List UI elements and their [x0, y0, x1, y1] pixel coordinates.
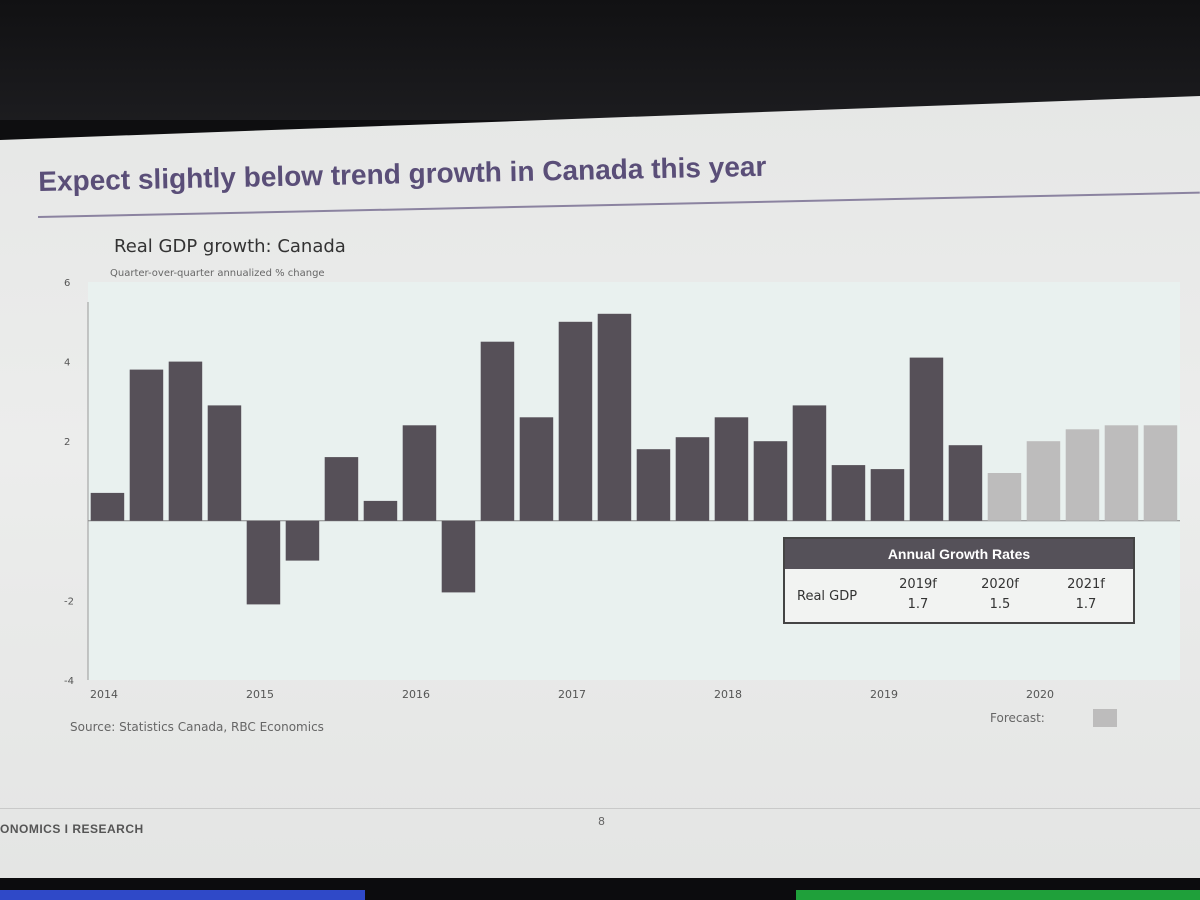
forecast-legend: Forecast: — [990, 709, 1117, 727]
chart-title: Real GDP growth: Canada — [114, 236, 346, 257]
footer-divider — [0, 808, 1200, 809]
bar-2015Q4 — [363, 500, 398, 521]
bar-2014Q1 — [90, 492, 125, 521]
bar-2018Q4 — [831, 465, 866, 521]
bar-2016Q4 — [519, 417, 554, 521]
annual-growth-table: Annual Growth Rates Real GDP 2019f 1.7 2… — [783, 537, 1135, 624]
bar-2018Q1 — [714, 417, 749, 521]
bar-2015Q3 — [324, 457, 359, 521]
annual-growth-table-title: Annual Growth Rates — [785, 539, 1133, 569]
table-column-2021: 2021f 1.7 — [1051, 575, 1121, 615]
forecast-legend-label: Forecast: — [990, 711, 1045, 725]
bar-2014Q4 — [207, 405, 242, 521]
page-number: 8 — [598, 815, 605, 828]
y-tick-label: -2 — [64, 596, 74, 607]
footer-brand: ONOMICS I RESEARCH — [0, 822, 144, 836]
bar-2016Q2 — [441, 520, 476, 593]
source-note: Source: Statistics Canada, RBC Economics — [70, 720, 324, 734]
bar-2019Q2 — [909, 357, 944, 521]
y-tick-label: -4 — [64, 676, 74, 687]
bars — [90, 313, 1178, 605]
growth-value: 1.7 — [907, 597, 929, 612]
bar-2020Q2 — [1065, 429, 1100, 521]
bar-2019Q4 — [987, 473, 1022, 521]
bar-2015Q2 — [285, 520, 320, 561]
bar-2020Q3 — [1104, 425, 1139, 521]
bar-2019Q3 — [948, 445, 983, 521]
table-column-2019: 2019f 1.7 — [883, 575, 953, 615]
chart-subtitle: Quarter-over-quarter annualized % change — [110, 268, 325, 279]
x-tick-label-2014: 2014 — [90, 688, 118, 701]
bar-2018Q3 — [792, 405, 827, 521]
bar-2016Q3 — [480, 341, 515, 521]
y-tick-labels: 6 4 2 -2 -4 — [64, 278, 74, 687]
bar-2017Q3 — [636, 449, 671, 521]
bar-2020Q4 — [1143, 425, 1178, 521]
x-tick-label-2019: 2019 — [870, 688, 898, 701]
bar-2014Q2 — [129, 369, 164, 521]
y-tick-label: 6 — [64, 278, 70, 289]
year-label: 2021f — [1067, 577, 1105, 592]
bar-2014Q3 — [168, 361, 203, 521]
forecast-legend-swatch — [1092, 709, 1117, 727]
growth-value: 1.5 — [989, 597, 1011, 612]
growth-value: 1.7 — [1075, 597, 1097, 612]
y-tick-label: 4 — [64, 358, 70, 369]
x-tick-label-2016: 2016 — [402, 688, 430, 701]
x-tick-label-2020: 2020 — [1026, 688, 1054, 701]
bar-2017Q4 — [675, 437, 710, 521]
x-tick-labels: 2014 2015 2016 2017 2018 2019 2020 — [90, 688, 1054, 701]
bar-2016Q1 — [402, 425, 437, 521]
bar-2018Q2 — [753, 441, 788, 521]
y-tick-label: 2 — [64, 437, 70, 448]
table-row: Real GDP 2019f 1.7 2020f 1.5 2021f 1.7 — [785, 569, 1133, 622]
green-light-strip — [796, 890, 1200, 900]
year-label: 2019f — [899, 577, 937, 592]
year-label: 2020f — [981, 577, 1019, 592]
bar-2017Q1 — [558, 321, 593, 521]
x-tick-label-2015: 2015 — [246, 688, 274, 701]
room-background — [0, 0, 1200, 120]
row-label: Real GDP — [797, 589, 858, 604]
x-tick-label-2018: 2018 — [714, 688, 742, 701]
blue-light-strip — [0, 890, 365, 900]
bar-2015Q1 — [246, 520, 281, 605]
x-tick-label-2017: 2017 — [558, 688, 586, 701]
bar-2019Q1 — [870, 469, 905, 521]
bar-2020Q1 — [1026, 441, 1061, 521]
table-column-2020: 2020f 1.5 — [965, 575, 1035, 615]
bar-2017Q2 — [597, 313, 632, 521]
